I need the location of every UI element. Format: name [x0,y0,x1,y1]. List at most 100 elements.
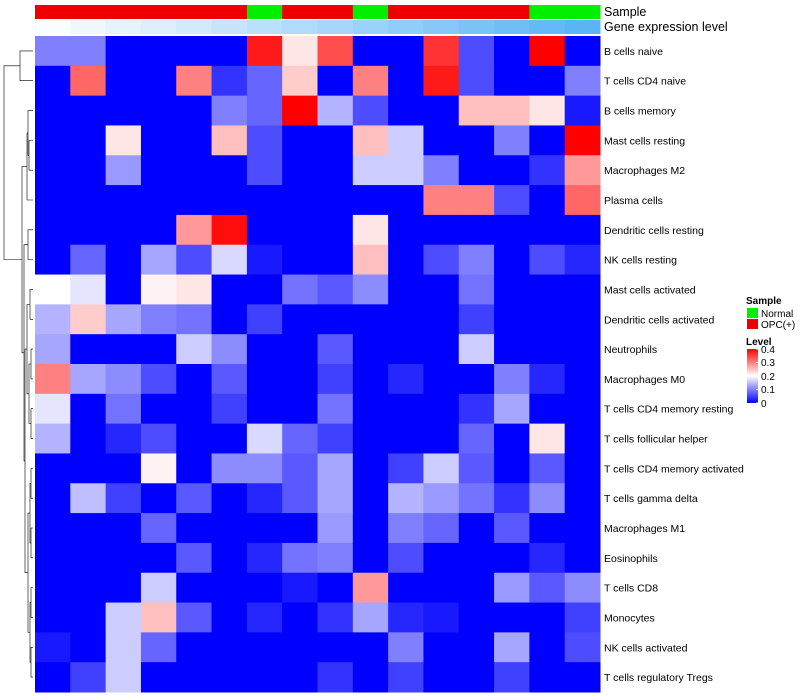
heatmap-cell [176,95,213,126]
heatmap-cell [35,542,71,574]
heatmap-cell [176,125,213,156]
heatmap-cell [105,125,142,156]
row-label: T cells gamma delta [604,493,698,505]
dendrogram-branch [29,289,33,320]
heatmap-cell [529,632,566,663]
heatmap-cell [388,513,424,544]
heatmap-cell [70,513,107,544]
heatmap-cell [388,483,424,514]
heatmap-cell [529,602,566,633]
row-label: Neutrophils [604,344,657,356]
heatmap-cell [105,185,142,216]
heatmap-cell [494,304,530,335]
heatmap-cell [352,304,389,335]
heatmap-cell [282,95,318,126]
heatmap-cell [529,662,566,693]
heatmap-cell [423,602,460,633]
heatmap-cell [35,453,71,484]
heatmap-cell [211,453,248,484]
heatmap-cell [105,483,142,514]
heatmap-cell [105,304,142,335]
heatmap-cell [423,304,460,335]
heatmap-cell [423,393,460,425]
heatmap-cell [70,334,107,365]
gene-level-cell [176,20,213,34]
heatmap-cell [282,185,318,216]
heatmap-cell [246,125,283,156]
dendrogram-branch [24,348,28,574]
heatmap-cell [35,393,71,425]
heatmap-cell [352,513,389,544]
heatmap-cell [352,632,389,663]
heatmap-cell [423,453,460,484]
legend-swatch-normal [747,308,758,318]
heatmap-cell [70,125,107,156]
level-colorbar [747,349,758,403]
gene-level-cell [35,20,71,34]
heatmap-cell [317,483,354,514]
sample-cell [282,5,318,19]
heatmap-cell [211,364,248,395]
heatmap-cell [458,274,495,305]
dendrogram-branch [27,229,33,260]
heatmap-cell [317,244,354,276]
sample-cell [529,5,566,19]
heatmap-cell [211,214,248,246]
heatmap-cell [140,662,177,693]
heatmap-cell [246,632,283,663]
dendrogram-branch [30,348,33,380]
row-label: B cells memory [604,106,677,118]
heatmap-cell [246,244,283,276]
heatmap-cell [529,364,566,395]
heatmap-cell [35,572,71,604]
heatmap-cell [176,274,213,305]
heatmap-cell [564,423,601,454]
heatmap-cell [105,36,142,67]
heatmap-cell [352,364,389,395]
heatmap-cell [70,572,107,604]
heatmap-cell [423,274,460,305]
heatmap-cell [529,65,566,97]
dendrogram-branch [28,140,33,171]
heatmap-cell [352,393,389,425]
row-label: Dendritic cells activated [604,314,714,326]
heatmap-cell [282,155,318,186]
heatmap-cell [35,125,71,156]
heatmap-cell [70,602,107,633]
row-label: T cells regulatory Tregs [604,672,713,684]
dendrogram-branch [30,408,33,439]
heatmap-cell [564,244,601,276]
heatmap-cell [246,334,283,365]
heatmap-cell [564,483,601,514]
heatmap-cell [317,214,354,246]
heatmap-cell [176,542,213,574]
heatmap-cell [140,364,177,395]
heatmap-cell [494,572,530,604]
heatmap-cell [140,334,177,365]
heatmap-cell [494,364,530,395]
heatmap-cell [529,483,566,514]
heatmap-cell [282,244,318,276]
heatmap-cell [176,36,213,67]
heatmap-cell [458,602,495,633]
heatmap-cell [70,185,107,216]
heatmap-cell [458,95,495,126]
row-label: Dendritic cells resting [604,225,704,237]
sample-cell [388,5,424,19]
row-label: NK cells activated [604,642,688,654]
heatmap-cell [352,36,389,67]
heatmap-cell [494,393,530,425]
gene-level-cell [564,20,601,34]
heatmap-cell [176,364,213,395]
heatmap-cell [458,632,495,663]
level-tick-label: 0.4 [761,345,775,356]
row-label: T cells CD4 memory activated [604,463,744,475]
row-label: Mast cells activated [604,284,696,296]
heatmap-cell [423,185,460,216]
heatmap-cell [211,304,248,335]
heatmap-cell [564,274,601,305]
heatmap-cell [317,185,354,216]
level-tick-label: 0.1 [761,385,775,396]
gene-track-label: Gene expression level [604,20,728,34]
